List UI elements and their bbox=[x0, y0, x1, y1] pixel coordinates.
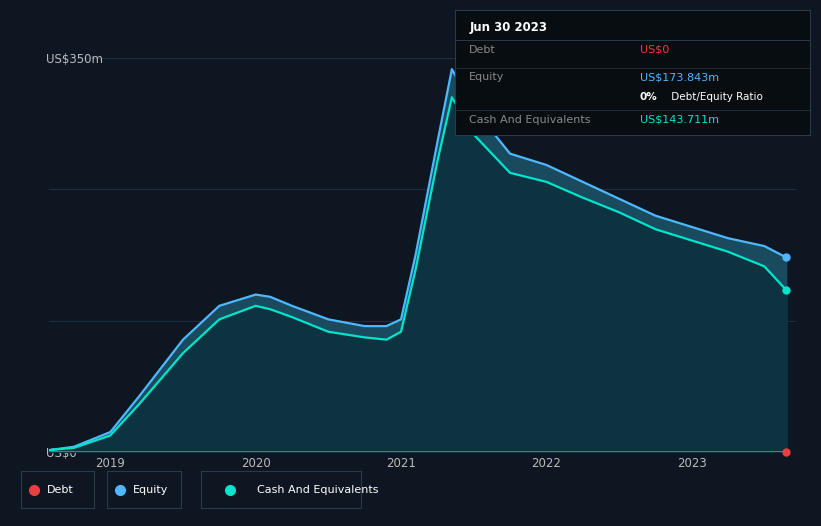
Text: US$173.843m: US$173.843m bbox=[640, 73, 718, 83]
Text: US$143.711m: US$143.711m bbox=[640, 115, 718, 125]
Text: 0%: 0% bbox=[640, 93, 658, 103]
Text: Debt: Debt bbox=[469, 45, 496, 55]
Text: Jun 30 2023: Jun 30 2023 bbox=[469, 21, 548, 34]
Text: Cash And Equivalents: Cash And Equivalents bbox=[469, 115, 590, 125]
Text: Debt: Debt bbox=[46, 485, 73, 495]
Text: US$0: US$0 bbox=[640, 45, 669, 55]
Text: Equity: Equity bbox=[469, 73, 505, 83]
Text: Debt/Equity Ratio: Debt/Equity Ratio bbox=[668, 93, 763, 103]
Text: Cash And Equivalents: Cash And Equivalents bbox=[257, 485, 378, 495]
Text: Equity: Equity bbox=[133, 485, 168, 495]
